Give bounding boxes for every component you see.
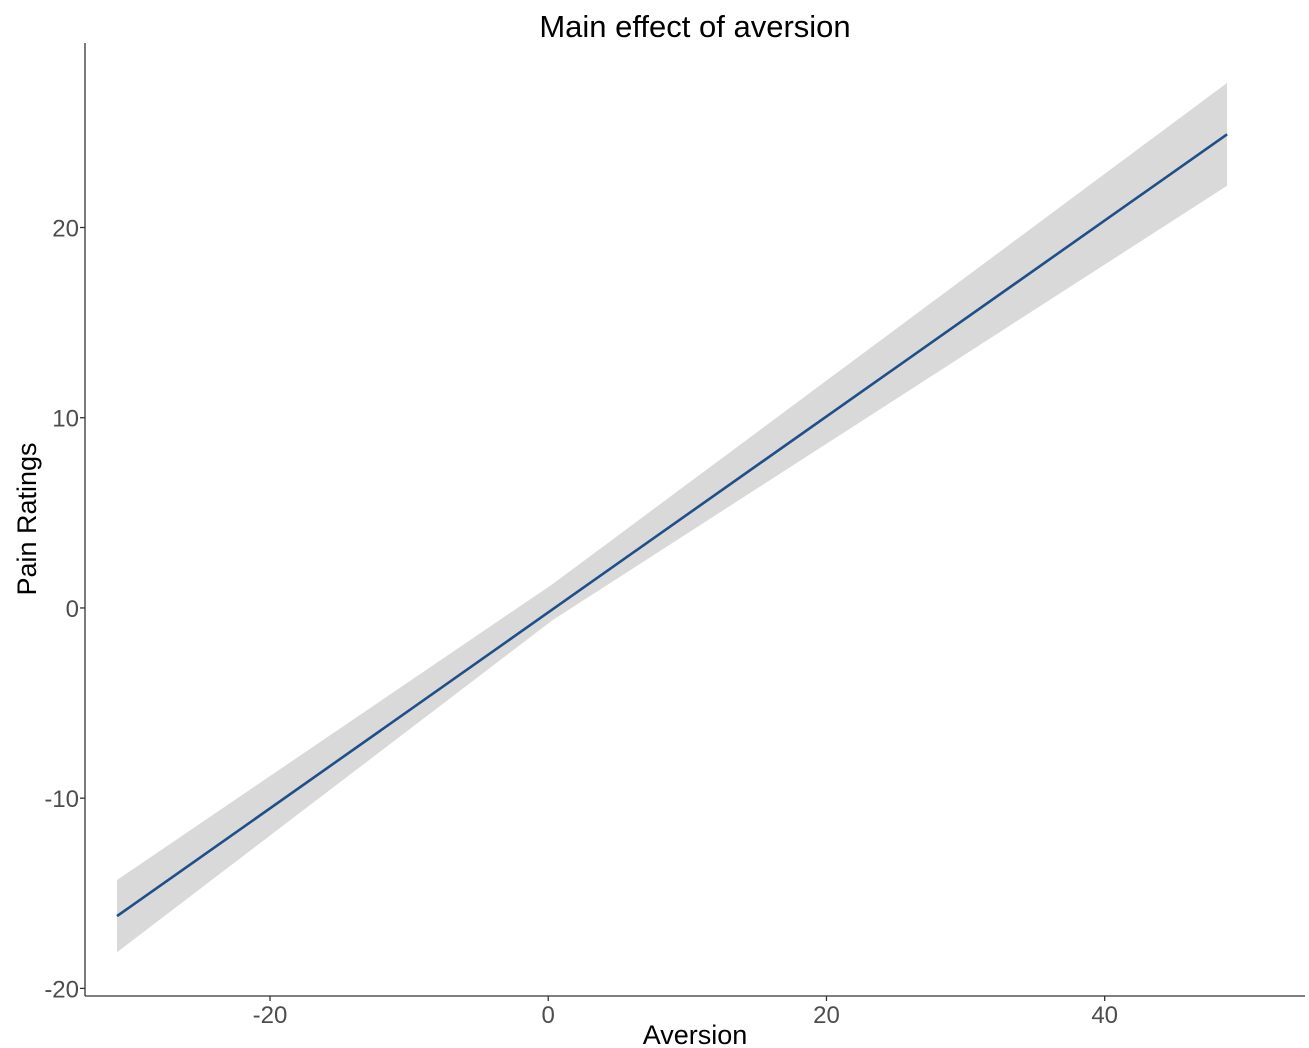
chart-title: Main effect of aversion xyxy=(539,9,850,44)
confidence-band-layer xyxy=(117,83,1227,952)
regression-line xyxy=(117,134,1227,916)
y-tick-label: 20 xyxy=(52,216,79,243)
y-tick-label: -20 xyxy=(44,976,79,1003)
x-tick-label: 40 xyxy=(1091,1002,1118,1029)
x-tick-label: 0 xyxy=(542,1002,555,1029)
x-tick-label: 20 xyxy=(813,1002,840,1029)
x-tick-label: -20 xyxy=(253,1002,288,1029)
y-axis-title: Pain Ratings xyxy=(12,442,42,595)
y-tick-label: 0 xyxy=(66,596,79,623)
y-tick-label: -10 xyxy=(44,786,79,813)
y-axis-ticks: -20 -10 0 10 20 xyxy=(44,216,85,1004)
x-axis-title: Aversion xyxy=(643,1020,748,1048)
confidence-band xyxy=(117,83,1227,952)
regression-line-layer xyxy=(117,134,1227,916)
y-tick-label: 10 xyxy=(52,406,79,433)
